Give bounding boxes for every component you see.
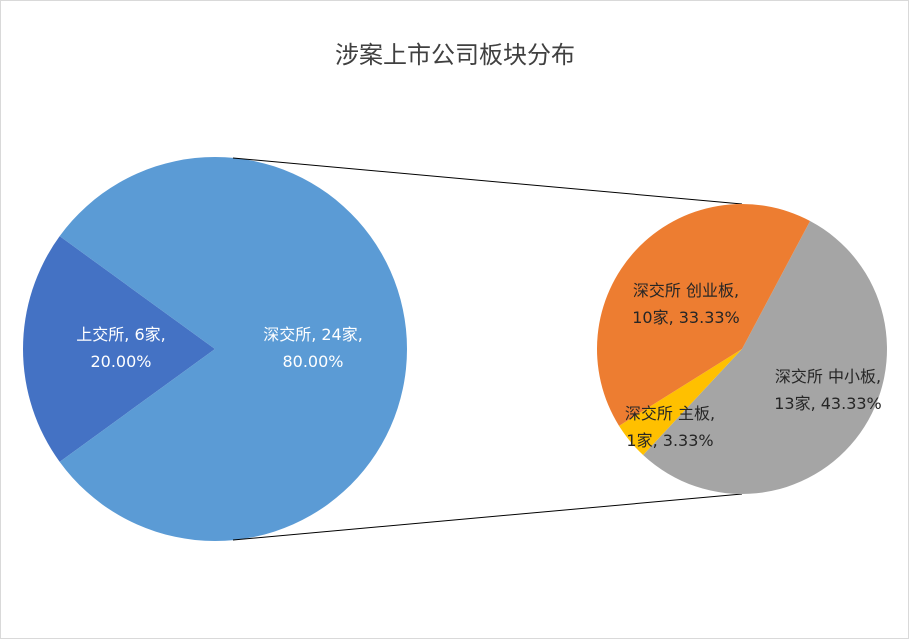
data-label-chuangyeban-line2: 10家, 33.33%	[632, 308, 740, 327]
connector-line-bottom	[232, 493, 743, 541]
main-pie	[23, 157, 408, 541]
data-label-zhongxiaoban-line1: 深交所 中小板,	[775, 367, 881, 386]
data-label-zhongxiaoban-line2: 13家, 43.33%	[774, 394, 882, 413]
data-label-shangjiaosuo-line2: 20.00%	[90, 352, 151, 371]
data-label-chuangyeban-line1: 深交所 创业板,	[633, 281, 739, 300]
secondary-pie	[596, 203, 887, 494]
pie-connector-lines	[232, 157, 743, 541]
data-label-shangjiaosuo-line1: 上交所, 6家,	[76, 325, 165, 344]
connector-line-top	[232, 157, 743, 205]
data-label-shenjiaosuo-line1: 深交所, 24家,	[263, 325, 363, 344]
pie-slice-zhuban	[619, 349, 742, 456]
data-label-shenjiaosuo-line2: 80.00%	[282, 352, 343, 371]
pie-slice-zhongxiaoban	[643, 220, 887, 494]
pie-slice-shenjiaosuo	[59, 157, 408, 541]
pie-slice-chuangyeban	[596, 203, 811, 426]
chart-title: 涉案上市公司板块分布	[335, 41, 575, 69]
pie-slice-shangjiaosuo	[23, 236, 215, 462]
data-label-zhuban-line2: 1家, 3.33%	[626, 431, 713, 450]
data-label-zhuban-line1: 深交所 主板,	[625, 404, 715, 423]
